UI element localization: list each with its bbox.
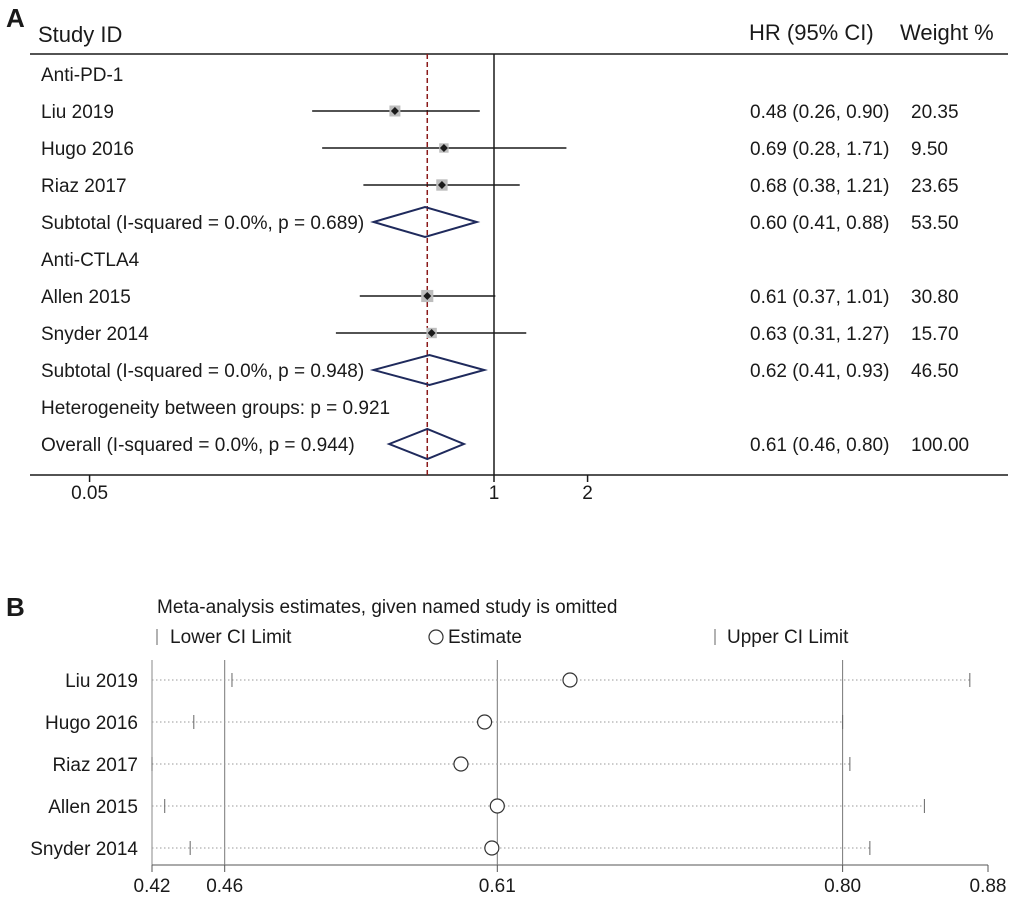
forest-plot: Anti-PD-1 Liu 2019 0.48 (0.26, 0.90) 20.35 H… — [41, 54, 969, 504]
pooled-diamond — [369, 353, 488, 387]
hr-ci-value: 0.60 (0.41, 0.88) — [750, 213, 889, 234]
study-label: Riaz 2017 — [41, 176, 127, 197]
hr-ci-value: 0.68 (0.38, 1.21) — [750, 176, 889, 197]
hr-ci-value: 0.63 (0.31, 1.27) — [750, 324, 889, 345]
study-label: Liu 2019 — [41, 102, 114, 123]
x-tick-label: 0.88 — [970, 876, 1007, 897]
omitted-study-label: Riaz 2017 — [52, 755, 138, 776]
estimate-marker — [489, 798, 505, 814]
point-estimate-marker — [390, 107, 399, 115]
weight-value: 15.70 — [911, 324, 959, 345]
x-tick-label: 0.42 — [134, 876, 171, 897]
point-estimate-marker — [437, 181, 446, 189]
weight-value: 30.80 — [911, 287, 959, 308]
x-tick-label: 0.05 — [71, 483, 108, 504]
study-label: Snyder 2014 — [41, 324, 149, 345]
estimate-marker — [484, 840, 500, 856]
hr-ci-value: 0.61 (0.46, 0.80) — [750, 435, 889, 456]
hr-ci-value: 0.69 (0.28, 1.71) — [750, 139, 889, 160]
weight-value: 100.00 — [911, 435, 969, 456]
subtotal-label: Subtotal (I-squared = 0.0%, p = 0.948) — [41, 361, 364, 382]
legend-estimate-marker — [428, 629, 444, 645]
estimate-marker — [562, 672, 578, 688]
weight-value: 20.35 — [911, 102, 959, 123]
study-label: Hugo 2016 — [41, 139, 134, 160]
hr-ci-value: 0.61 (0.37, 1.01) — [750, 287, 889, 308]
x-tick-label: 0.46 — [206, 876, 243, 897]
weight-value: 53.50 — [911, 213, 959, 234]
subtotal-label: Subtotal (I-squared = 0.0%, p = 0.689) — [41, 213, 364, 234]
weight-value: 9.50 — [911, 139, 948, 160]
x-tick-label: 2 — [582, 483, 593, 504]
sensitivity-plot: Liu 2019 Hugo 2016 Riaz 2017 Allen 2015 Snyd… — [30, 660, 1006, 897]
omitted-study-label: Liu 2019 — [65, 671, 138, 692]
point-estimate-marker — [423, 292, 432, 300]
legend-upper-label: Upper CI Limit — [727, 627, 849, 648]
point-estimate-marker — [427, 329, 436, 337]
weight-value: 23.65 — [911, 176, 959, 197]
legend-lower-label: Lower CI Limit — [170, 627, 292, 648]
panel-b-label: B — [6, 592, 25, 622]
omitted-study-label: Snyder 2014 — [30, 839, 138, 860]
panel-a-label: A — [6, 3, 25, 33]
note-label: Heterogeneity between groups: p = 0.921 — [41, 398, 390, 419]
pooled-diamond — [370, 205, 481, 239]
estimate-marker — [453, 756, 469, 772]
omitted-study-label: Hugo 2016 — [45, 713, 138, 734]
x-tick-label: 0.80 — [824, 876, 861, 897]
hr-ci-value: 0.48 (0.26, 0.90) — [750, 102, 889, 123]
pooled-diamond — [386, 427, 467, 461]
header-weight: Weight % — [900, 20, 994, 45]
group-label: Anti-CTLA4 — [41, 250, 140, 271]
x-tick-label: 1 — [489, 483, 500, 504]
hr-ci-value: 0.62 (0.41, 0.93) — [750, 361, 889, 382]
header-hr: HR (95% CI) — [749, 20, 874, 45]
point-estimate-marker — [439, 144, 448, 152]
group-label: Anti-PD-1 — [41, 65, 123, 86]
study-label: Allen 2015 — [41, 287, 131, 308]
header-study-id: Study ID — [38, 22, 122, 47]
weight-value: 46.50 — [911, 361, 959, 382]
x-tick-label: 0.61 — [479, 876, 516, 897]
legend-estimate-label: Estimate — [448, 627, 522, 648]
estimate-marker — [476, 714, 493, 730]
omitted-study-label: Allen 2015 — [48, 797, 138, 818]
subtotal-label: Overall (I-squared = 0.0%, p = 0.944) — [41, 435, 355, 456]
panel-b-title: Meta-analysis estimates, given named stu… — [157, 597, 617, 618]
